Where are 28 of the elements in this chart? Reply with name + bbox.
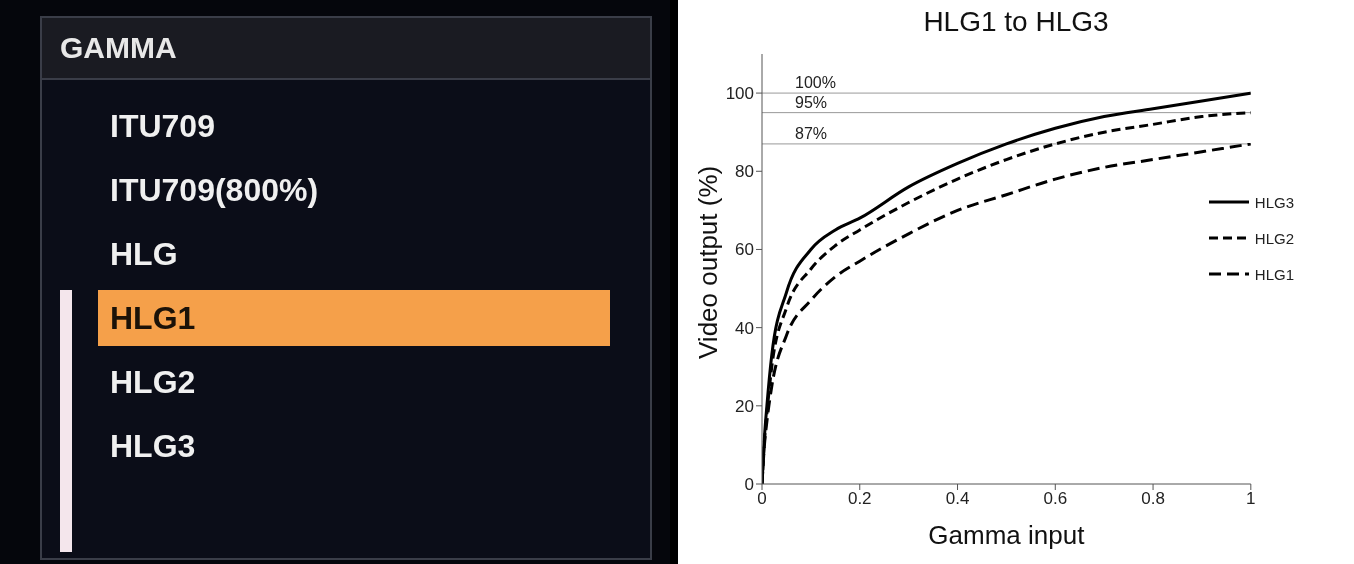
- ref-line-label: 95%: [795, 93, 828, 111]
- category-label: HLG1: [98, 290, 610, 346]
- category-label: ITU709: [109, 107, 216, 146]
- text: GAMMA: [42, 18, 650, 80]
- y-tick-label: 0: [744, 475, 754, 495]
- x-tick-label: 0.6: [1043, 489, 1068, 509]
- y-axis-title: Video output (%): [693, 165, 724, 359]
- x-tick-label: 0.2: [847, 489, 872, 509]
- legend-label: HLG2: [1254, 229, 1294, 247]
- ref-line-label: 87%: [795, 124, 828, 142]
- y-tick-label: 40: [735, 318, 754, 338]
- x-axis-title: Gamma input: [928, 520, 1086, 550]
- x-tick-label: 0.8: [1141, 489, 1165, 509]
- legend-label: HLG1: [1254, 265, 1294, 283]
- y-tick-label: 100: [725, 84, 754, 104]
- y-tick-label: 60: [735, 240, 754, 260]
- category-label: HLG: [109, 235, 179, 274]
- y-tick-label: 80: [735, 162, 754, 182]
- ref-line-label: 100%: [795, 74, 836, 92]
- x-tick-label: 1: [1246, 489, 1256, 509]
- x-tick-label: 0: [757, 489, 767, 509]
- legend-label: HLG3: [1254, 193, 1294, 211]
- x-tick-label: 0.4: [945, 489, 970, 509]
- category-label: ITU709(800%): [109, 171, 320, 210]
- y-tick-label: 20: [735, 396, 754, 416]
- category-label: HLG2: [109, 363, 197, 402]
- chart-title: HLG1 to HLG3: [922, 5, 1110, 39]
- category-label: HLG3: [109, 427, 197, 466]
